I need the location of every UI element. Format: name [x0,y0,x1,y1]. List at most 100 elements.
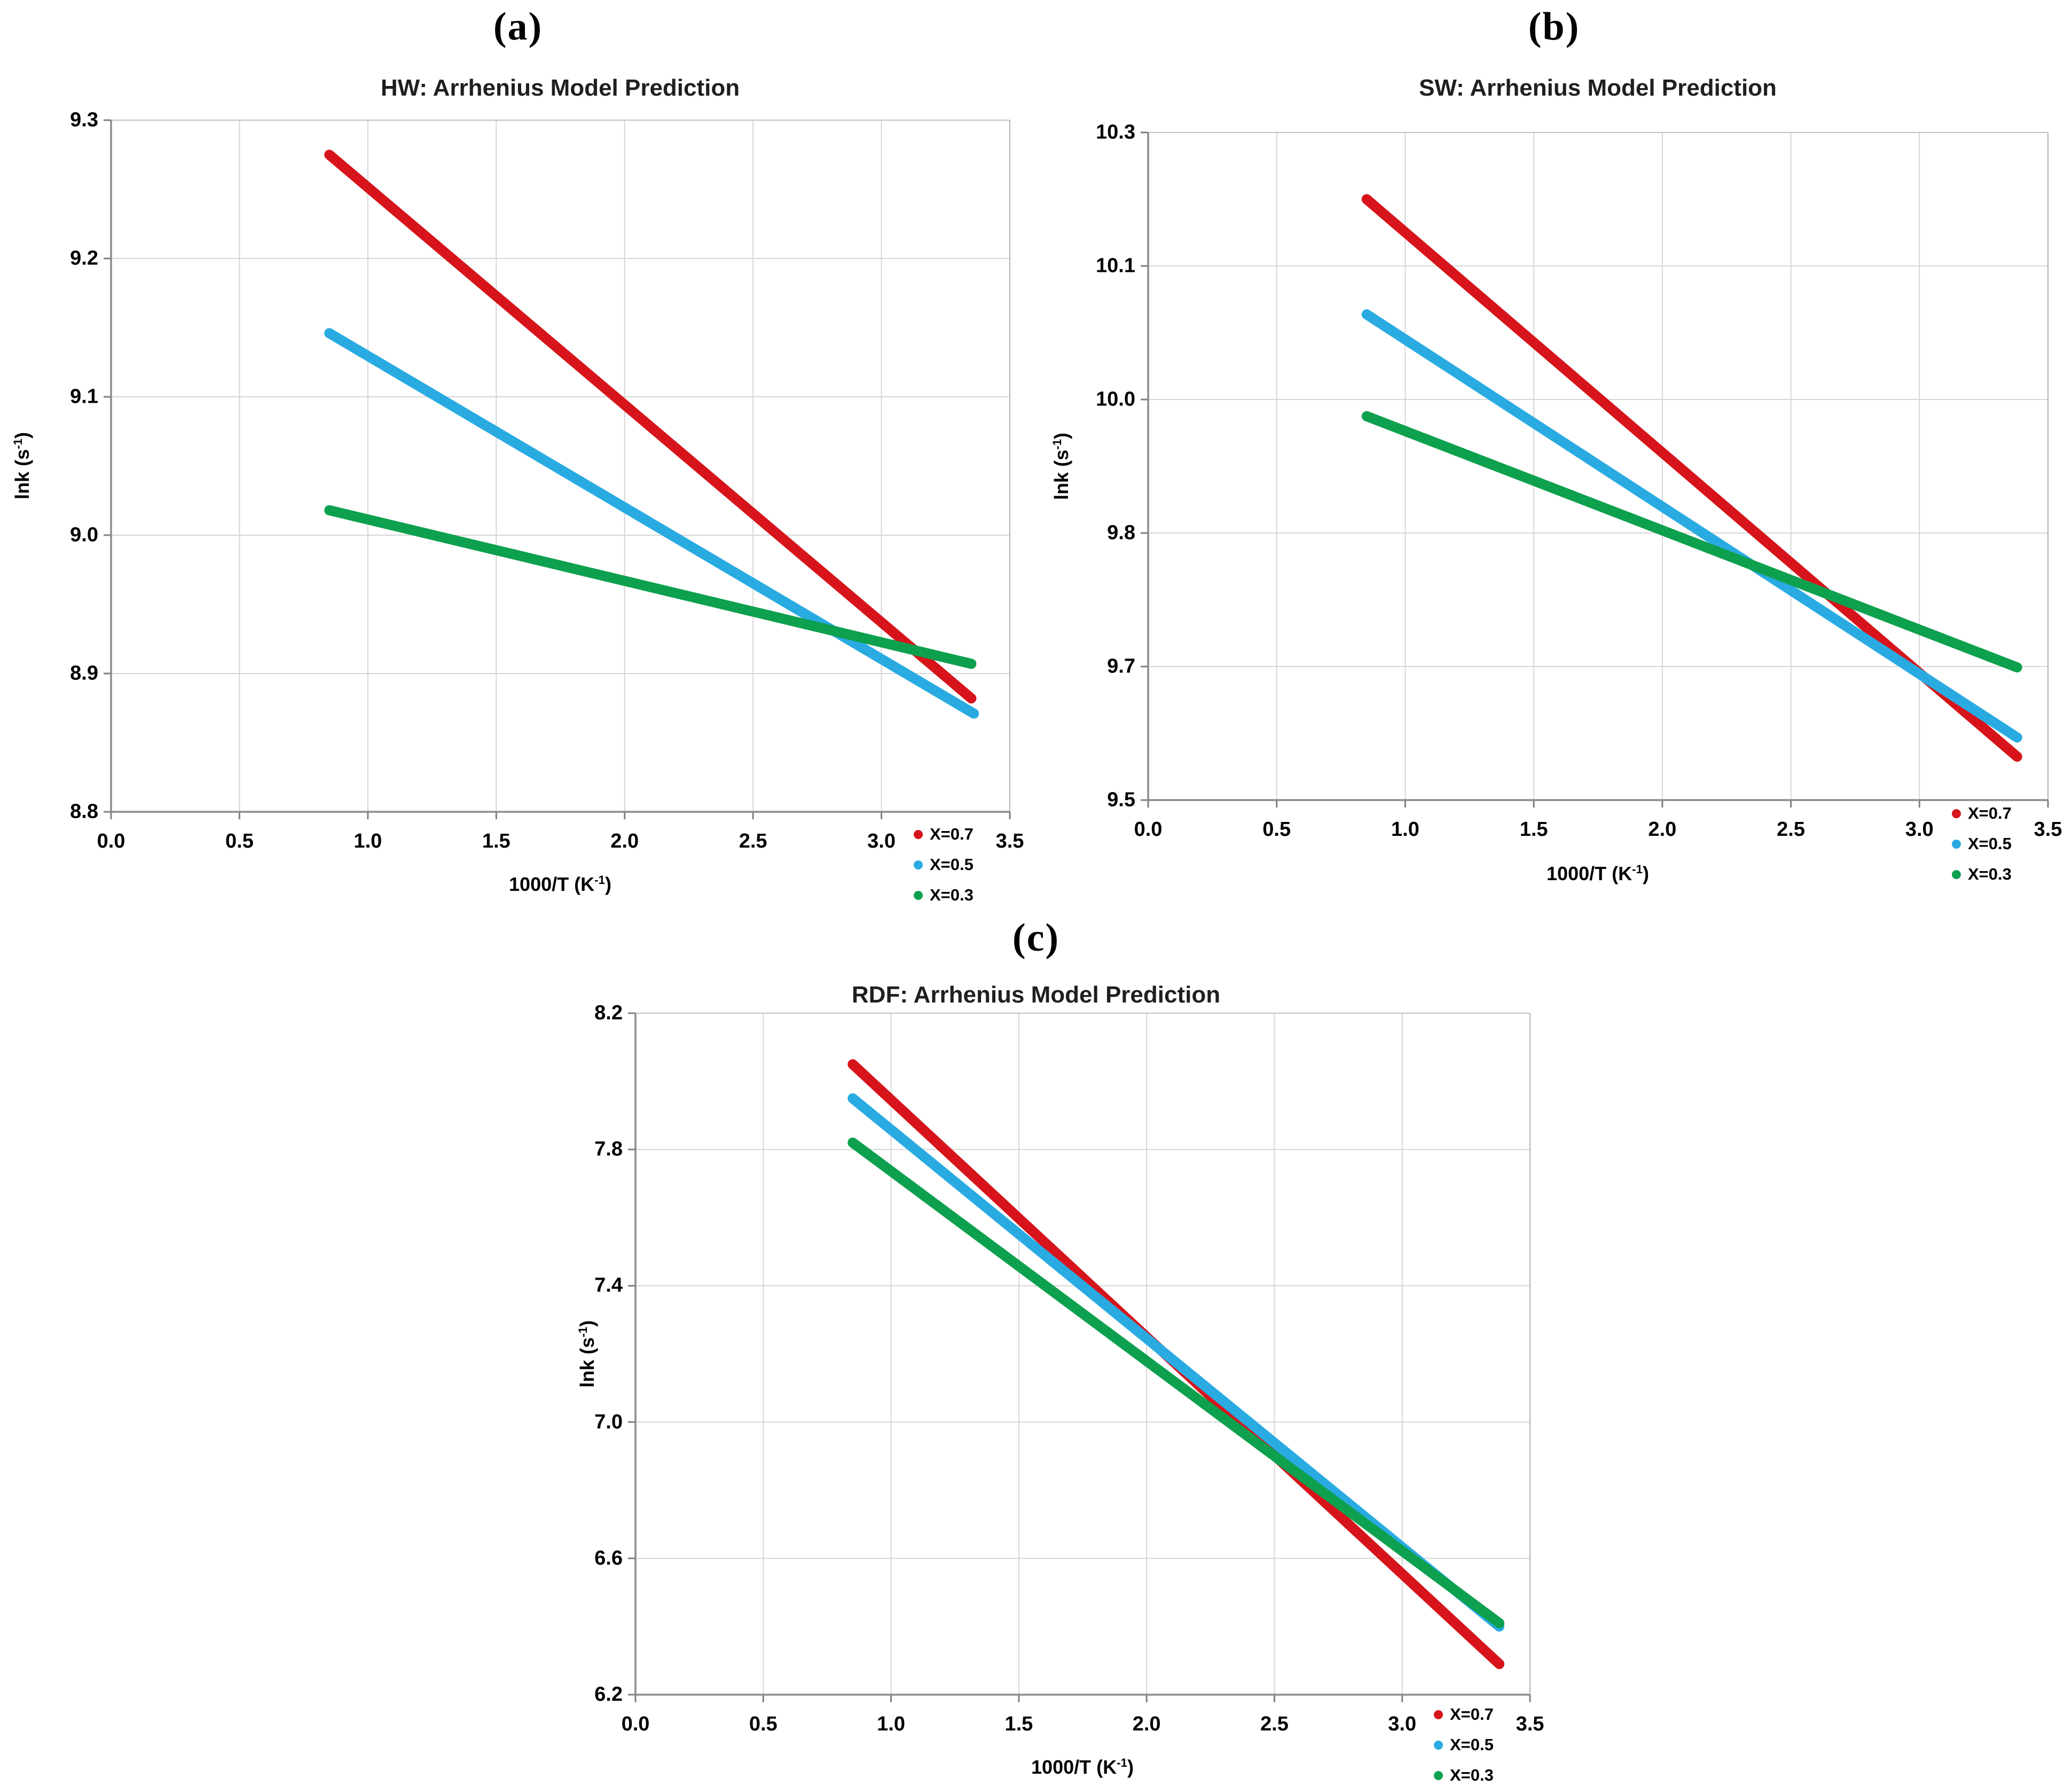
chart-title-hw: HW: Arrhenius Model Prediction [380,75,740,101]
legend-label: X=0.3 [1450,1766,1494,1784]
series-line-x03 [1361,411,2022,673]
y-axis-title-sup: -1 [1050,439,1064,450]
x-tick-label: 3.0 [1388,1713,1417,1735]
x-tick-label: 0.5 [749,1713,778,1735]
chart-title-sw: SW: Arrhenius Model Prediction [1419,75,1777,101]
panel-label-a: (a) [493,5,543,49]
series-line-x03 [847,1137,1505,1628]
x-tick-label: 0.0 [97,830,125,852]
x-tick-label: 3.5 [2034,818,2062,841]
chart-canvas [104,119,1011,819]
x-tick-label: 2.5 [739,830,767,852]
chart-canvas [628,1012,1531,1702]
y-axis-title-close: ) [1050,433,1072,440]
y-axis-title: lnk (s-1) [1050,433,1073,500]
plot-area-hw: 0.0 0.5 1.0 1.5 2.0 2.5 3.0 3.5 9.3 9.2 9.1 9.0 8.9 8… [70,109,1024,905]
x-axis-title-sup: -1 [1117,1756,1127,1769]
y-axis-title-close: ) [11,432,33,439]
x-axis-title-close: ) [1642,863,1649,884]
x-tick-label: 2.0 [1132,1713,1161,1735]
y-tick-label: 9.8 [1107,521,1135,544]
y-tick-label: 8.2 [594,1001,623,1024]
panel-label-c: (c) [1012,916,1060,960]
legend-marker-icon [1434,1710,1443,1719]
y-tick-label: 6.6 [594,1547,623,1570]
panel-label-b: (b) [1528,5,1580,49]
y-axis-title: lnk (s-1) [11,432,34,499]
x-axis-title-close: ) [1127,1756,1134,1778]
legend-item: X=0.5 [1434,1734,1494,1756]
x-tick-label: 1.5 [482,830,511,852]
x-axis-title-text: 1000/T (K [509,873,595,895]
y-tick-label: 9.1 [70,385,98,408]
panel-b: (b) SW: Arrhenius Model Prediction lnk (… [1036,0,2072,908]
x-axis-title-sup: -1 [594,873,605,887]
y-tick-label: 9.0 [70,523,98,546]
legend-label: X=0.3 [1968,865,2012,883]
legend-label: X=0.5 [930,855,974,874]
x-axis-title-sup: -1 [1632,863,1643,876]
y-tick-label: 8.9 [70,662,98,685]
legend-marker-icon [1952,839,1961,849]
x-tick-label: 1.0 [877,1713,905,1735]
series-line-x05 [1361,309,2022,743]
y-tick-label: 10.3 [1096,121,1135,144]
x-tick-label: 0.5 [225,830,254,852]
x-tick-label: 3.5 [995,830,1024,852]
y-tick-label: 10.0 [1096,388,1135,411]
y-tick-label: 9.7 [1107,655,1135,678]
x-tick-label: 2.0 [610,830,639,852]
legend-item: X=0.7 [1952,803,2012,824]
x-tick-label: 1.0 [1391,818,1419,841]
legend-item: X=0.5 [1952,833,2012,855]
panel-a: (a) HW: Arrhenius Model Prediction lnk (… [0,0,1036,908]
y-tick-label: 7.8 [594,1138,623,1161]
y-tick-label: 8.8 [70,800,98,823]
plot-area-sw: 0.0 0.5 1.0 1.5 2.0 2.5 3.0 3.5 10.3 10.1 10.0 9.8 9… [1096,121,2062,884]
legend-marker-icon [1952,870,1961,879]
y-axis-title-sup: -1 [11,438,25,449]
legend-label: X=0.5 [1968,834,2012,853]
x-tick-label: 3.0 [1905,818,1934,841]
x-axis-title: 1000/T (K-1) [509,873,611,896]
legend-marker-icon [914,829,923,839]
x-tick-label: 1.5 [1004,1713,1033,1735]
series-line-x03 [324,505,977,669]
legend-item: X=0.7 [914,824,974,845]
x-axis-title-text: 1000/T (K [1031,1756,1117,1778]
legend-item: X=0.3 [1434,1765,1494,1786]
x-axis-title-text: 1000/T (K [1547,863,1633,884]
x-tick-label: 3.5 [1516,1713,1544,1735]
legend-marker-icon [914,890,923,900]
y-tick-label: 9.2 [70,247,98,270]
x-tick-label: 0.0 [1134,818,1163,841]
legend-item: X=0.3 [914,884,974,906]
y-tick-label: 9.5 [1107,788,1135,811]
x-tick-label: 2.5 [1260,1713,1289,1735]
legend-label: X=0.7 [1968,804,2012,822]
legend-label: X=0.7 [930,825,974,843]
y-tick-label: 9.3 [70,108,98,131]
chart-canvas [1141,131,2049,808]
legend-label: X=0.7 [1450,1705,1494,1724]
x-axis-title-close: ) [605,873,611,895]
x-tick-label: 0.0 [621,1713,650,1735]
y-tick-label: 7.0 [594,1411,623,1434]
series-line-x05 [324,328,979,719]
y-tick-label: 6.2 [594,1683,623,1706]
x-axis-title: 1000/T (K-1) [1547,863,1649,885]
plot-area-rdf: 0.0 0.5 1.0 1.5 2.0 2.5 3.0 3.5 8.2 7.8 7.4 7.0 6.6 6… [594,1002,1544,1785]
legend-item: X=0.7 [1434,1704,1494,1725]
chart-title-rdf: RDF: Arrhenius Model Prediction [851,982,1221,1008]
legend-label: X=0.5 [1450,1735,1494,1754]
y-tick-label: 10.1 [1096,254,1135,277]
legend-marker-icon [1434,1740,1443,1750]
x-tick-label: 1.5 [1519,818,1548,841]
legend-item: X=0.5 [914,854,974,875]
legend-marker-icon [1434,1771,1443,1780]
series-line-x07 [324,150,977,704]
y-tick-label: 7.4 [594,1274,623,1297]
x-tick-label: 0.5 [1262,818,1291,841]
x-tick-label: 2.5 [1777,818,1805,841]
y-axis-title-close: ) [576,1320,598,1327]
